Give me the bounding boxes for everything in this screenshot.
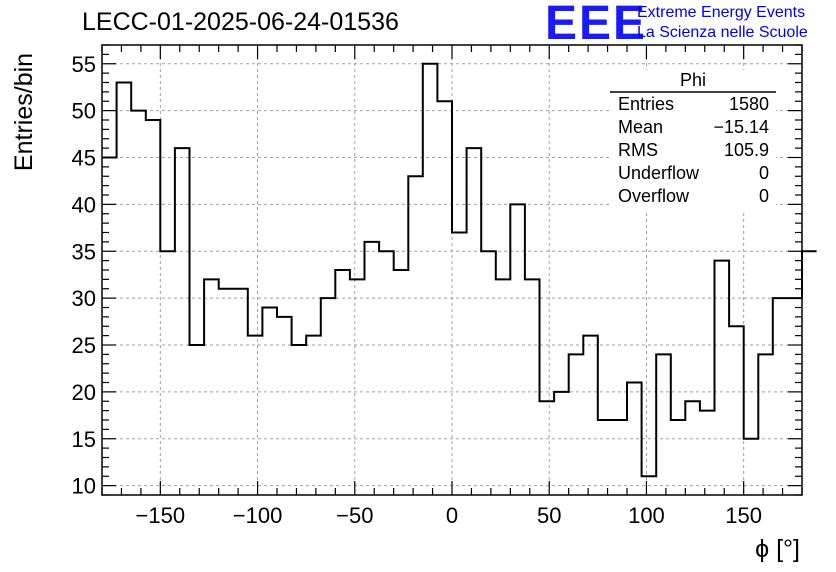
x-tick-label: 0 [446,503,458,528]
stats-value: 0 [759,186,769,206]
stats-box-background [610,70,776,210]
x-tick-label: 100 [628,503,665,528]
stats-value: 105.9 [724,140,769,160]
y-tick-label: 50 [72,99,96,124]
y-tick-label: 20 [72,380,96,405]
x-tick-label: 50 [537,503,561,528]
plot-frame [101,44,803,496]
logo-caption-line2: La Scienza nelle Scuole [637,24,808,41]
y-tick-label: 10 [72,474,96,499]
stats-label: Entries [618,94,674,114]
x-tick-labels: −150 −100 −50 0 50 100 150 [136,503,762,528]
stats-rows: Entries 1580 Mean −15.14 RMS 105.9 Underflow 0 O… [618,94,769,206]
y-tick-label: 35 [72,239,96,264]
stats-value: 0 [759,163,769,183]
y-tick-label: 15 [72,427,96,452]
x-tick-label: −50 [336,503,373,528]
y-tick-label: 30 [72,286,96,311]
stats-value: 1580 [729,94,769,114]
logo-caption: Extreme Energy Events La Scienza nelle S… [637,3,808,43]
stats-value: −15.14 [713,117,769,137]
y-axis-label: Entries/bin [10,53,38,171]
x-tick-label: 150 [725,503,762,528]
logo-caption-line1: Extreme Energy Events [637,4,806,21]
x-tick-label: −100 [233,503,283,528]
stats-box: Phi Entries 1580 Mean −15.14 RMS 105.9 Underfl… [610,70,776,210]
eee-logo: EEE [545,0,648,50]
stats-label: Overflow [618,186,690,206]
x-axis-label: ϕ [°] [755,535,800,563]
stats-label: RMS [618,140,658,160]
stats-label: Underflow [618,163,700,183]
y-tick-label: 25 [72,333,96,358]
stats-label: Mean [618,117,663,137]
y-tick-label: 45 [72,146,96,171]
y-tick-label: 40 [72,192,96,217]
chart-title: LECC-01-2025-06-24-01536 [82,8,399,36]
y-tick-label: 55 [72,52,96,77]
y-tick-labels: 10 15 20 25 30 35 40 45 50 55 [72,52,96,499]
histogram-step-line [102,62,817,478]
x-tick-label: −150 [136,503,186,528]
stats-box-title: Phi [680,70,706,90]
